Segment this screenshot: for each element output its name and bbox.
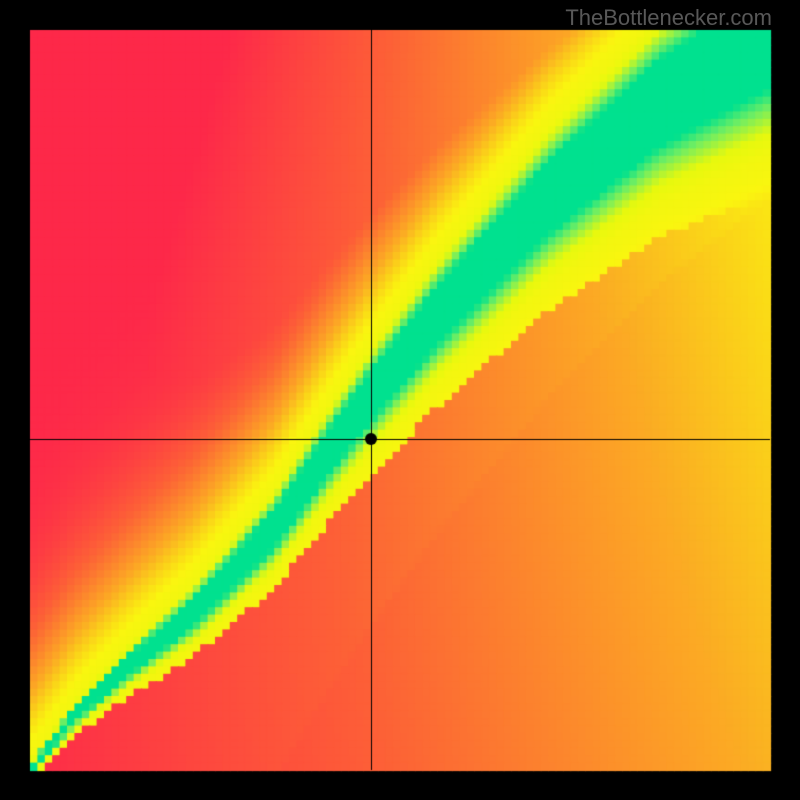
- bottleneck-heatmap: [0, 0, 800, 800]
- attribution-label: TheBottlenecker.com: [565, 5, 772, 31]
- figure-container: TheBottlenecker.com: [0, 0, 800, 800]
